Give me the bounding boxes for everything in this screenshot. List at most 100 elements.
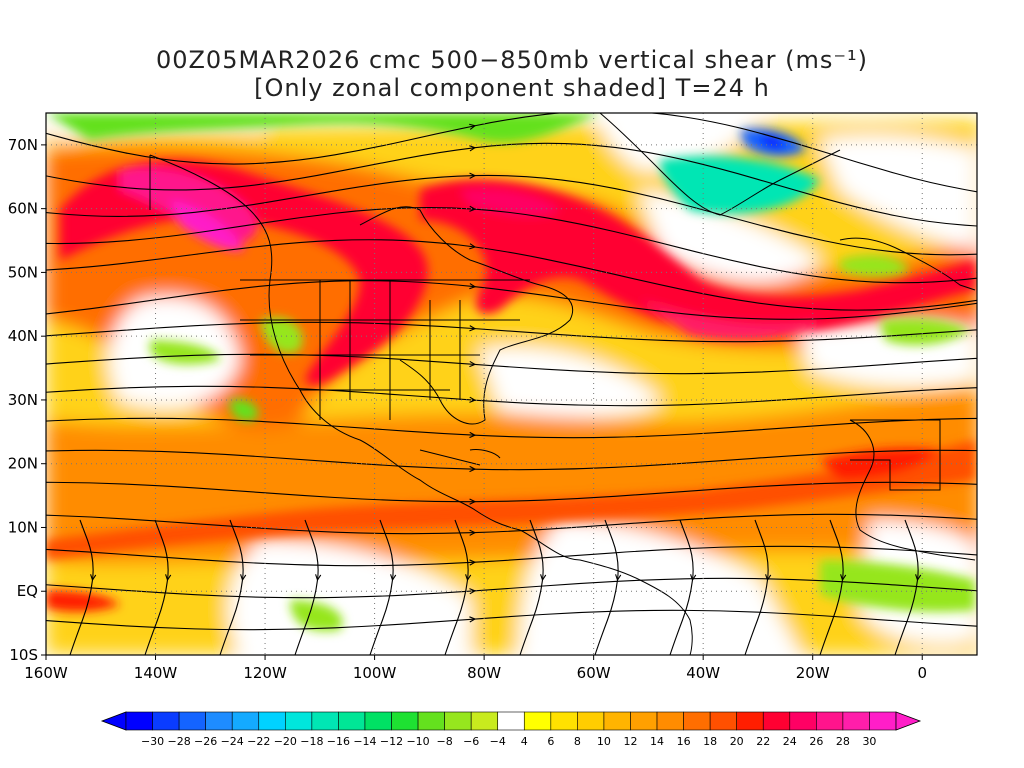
lat-label: 50N <box>8 263 38 281</box>
colorbar-label: −28 <box>167 735 190 748</box>
lat-lon-grid <box>46 113 977 655</box>
lon-label: 160W <box>24 664 68 682</box>
colorbar-swatch <box>231 711 260 731</box>
colorbar-swatch <box>683 711 711 731</box>
colorbar-swatch <box>497 711 525 731</box>
colorbar-swatch <box>709 711 737 731</box>
lat-label: 40N <box>8 327 38 345</box>
streamline-arrow <box>469 529 477 536</box>
streamline-arrow <box>469 431 477 439</box>
colorbar-label: 18 <box>703 735 717 748</box>
lat-label: 10S <box>9 646 38 664</box>
colorbar-label: −8 <box>437 735 453 748</box>
colorbar-label: −14 <box>353 735 376 748</box>
colorbar-label: 8 <box>574 735 581 748</box>
colorbar-swatch <box>152 711 180 731</box>
colorbar-label: −22 <box>247 735 270 748</box>
colorbar-swatch <box>205 711 233 731</box>
colorbar-swatch <box>577 711 605 731</box>
colorbar-swatch <box>789 711 817 731</box>
streamline-arrow <box>469 145 477 152</box>
colorbar-label: 20 <box>730 735 744 748</box>
colorbar-label: 26 <box>809 735 823 748</box>
streamline-arrow <box>469 559 477 566</box>
colorbar-label: −24 <box>221 735 244 748</box>
colorbar-label: −20 <box>274 735 297 748</box>
colorbar-label: −30 <box>141 735 164 748</box>
streamline-arrow <box>915 574 922 582</box>
colorbar-swatch <box>630 711 658 731</box>
streamline-arrow <box>240 574 247 582</box>
colorbar-label: −12 <box>380 735 403 748</box>
colorbar-swatch <box>311 711 339 731</box>
colorbar-swatch <box>842 711 870 731</box>
streamline-arrow <box>469 172 477 179</box>
colorbar-swatch <box>523 711 552 731</box>
streamline-arrow <box>469 616 477 623</box>
streamline-arrow <box>469 396 477 403</box>
colorbar-swatch <box>125 711 153 731</box>
colorbar-swatch <box>178 711 206 731</box>
colorbar-label: −26 <box>194 735 217 748</box>
streamline-arrow <box>765 574 772 582</box>
colorbar-swatch <box>656 711 684 731</box>
colorbar-swatch <box>470 711 499 731</box>
streamline-arrow <box>469 325 477 332</box>
colorbar-swatch <box>338 711 366 731</box>
colorbar-swatch <box>391 711 419 731</box>
lon-label: 0 <box>917 664 927 682</box>
lat-label: 30N <box>8 391 38 409</box>
streamlines <box>46 113 977 655</box>
colorbar-swatch <box>285 711 313 731</box>
streamline-arrow <box>315 574 322 582</box>
lon-label: 60W <box>577 664 611 682</box>
streamline-arrow <box>469 465 477 473</box>
streamline-arrow <box>615 574 622 582</box>
lat-label: 20N <box>8 455 38 473</box>
streamline-arrow <box>840 574 847 582</box>
colorbar-label: 6 <box>547 735 554 748</box>
shear-shading <box>46 113 977 655</box>
map-title: 00Z05MAR2026 cmc 500−850mb vertical shea… <box>155 46 869 74</box>
colorbar-label: −10 <box>406 735 429 748</box>
colorbar <box>100 711 922 731</box>
colorbar-label: −16 <box>327 735 350 748</box>
streamline-arrow <box>469 498 477 505</box>
colorbar-swatch <box>816 711 844 731</box>
streamline-arrow <box>469 243 477 250</box>
colorbar-label: −18 <box>300 735 323 748</box>
colorbar-label: 24 <box>783 735 797 748</box>
lat-label: 60N <box>8 200 38 218</box>
streamline-arrow <box>469 123 477 130</box>
streamline-arrow <box>469 283 477 290</box>
colorbar-swatch <box>869 711 897 731</box>
colorbar-label: 4 <box>521 735 528 748</box>
colorbar-label: 30 <box>862 735 876 748</box>
streamline-arrow <box>465 574 472 582</box>
streamline-arrow <box>469 588 477 595</box>
colorbar-swatch <box>550 711 578 731</box>
colorbar-label: 22 <box>756 735 770 748</box>
lon-label: 100W <box>353 664 397 682</box>
lon-label: 40W <box>686 664 720 682</box>
colorbar-swatch <box>364 711 392 731</box>
colorbar-label: 12 <box>623 735 637 748</box>
colorbar-label: 10 <box>597 735 611 748</box>
colorbar-swatch <box>736 711 764 731</box>
map-subtitle: [Only zonal component shaded] T=24 h <box>254 74 770 102</box>
lon-label: 140W <box>134 664 178 682</box>
lon-label: 120W <box>243 664 287 682</box>
lat-label: 10N <box>8 518 38 536</box>
lat-label: 70N <box>8 136 38 154</box>
colorbar-swatch <box>762 711 791 731</box>
colorbar-label: −6 <box>463 735 479 748</box>
colorbar-label: −4 <box>490 735 506 748</box>
streamline-arrow <box>390 574 397 582</box>
latitude-labels: 70N 60N 50N 40N 30N 20N 10N EQ 10S <box>8 136 46 664</box>
lat-label: EQ <box>17 582 38 600</box>
colorbar-labels: −30 −28 −26 −24 −22 −20 −18 −16 −14 −12 −10 −8 −6 −4 4… <box>141 735 877 748</box>
lon-label: 80W <box>467 664 501 682</box>
streamline-arrow <box>469 360 477 368</box>
longitude-labels: 160W 140W 120W 100W 80W 60W 40W 20W 0 <box>24 655 927 682</box>
